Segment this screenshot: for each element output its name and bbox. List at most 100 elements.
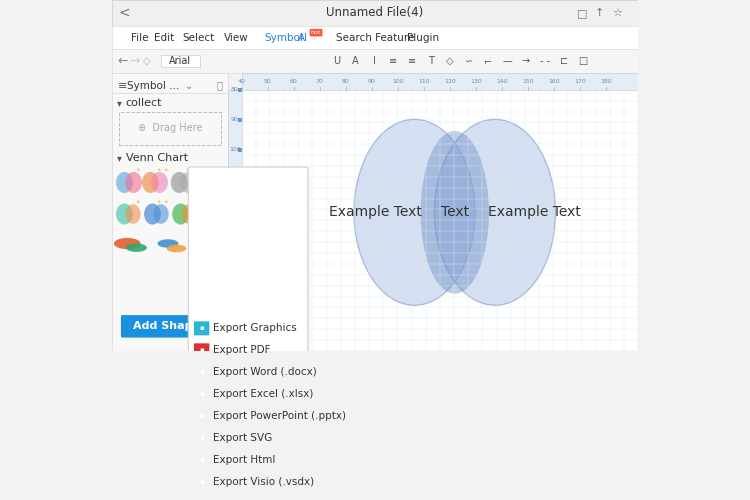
- FancyBboxPatch shape: [238, 118, 242, 122]
- Text: 120: 120: [229, 208, 241, 212]
- FancyBboxPatch shape: [228, 90, 242, 351]
- FancyBboxPatch shape: [194, 322, 209, 336]
- Text: 130: 130: [470, 79, 482, 84]
- Text: Edit: Edit: [154, 32, 174, 42]
- Ellipse shape: [180, 172, 196, 193]
- FancyBboxPatch shape: [238, 208, 242, 212]
- FancyBboxPatch shape: [112, 26, 638, 49]
- Ellipse shape: [114, 238, 140, 249]
- Ellipse shape: [171, 172, 188, 193]
- Ellipse shape: [421, 131, 489, 294]
- Ellipse shape: [116, 172, 133, 193]
- Text: Search Feature: Search Feature: [337, 32, 415, 42]
- Text: 150: 150: [523, 79, 534, 84]
- Ellipse shape: [142, 172, 159, 193]
- Ellipse shape: [125, 172, 142, 193]
- Text: 40: 40: [238, 79, 245, 84]
- Text: 80: 80: [231, 88, 238, 92]
- Text: Export Html: Export Html: [213, 456, 275, 466]
- Text: Add Shapes: Add Shapes: [134, 322, 207, 332]
- FancyBboxPatch shape: [194, 432, 209, 446]
- FancyBboxPatch shape: [238, 268, 242, 272]
- Text: 110: 110: [419, 79, 430, 84]
- Ellipse shape: [125, 204, 140, 224]
- Ellipse shape: [116, 204, 133, 225]
- FancyBboxPatch shape: [242, 73, 638, 90]
- Text: 130: 130: [229, 238, 241, 242]
- Text: I: I: [373, 56, 376, 66]
- Text: AI: AI: [298, 32, 308, 42]
- FancyBboxPatch shape: [118, 112, 221, 146]
- FancyBboxPatch shape: [194, 475, 209, 490]
- Ellipse shape: [207, 204, 223, 224]
- Text: ▪: ▪: [200, 326, 204, 332]
- Ellipse shape: [151, 172, 168, 193]
- Text: Export Excel (.xlsx): Export Excel (.xlsx): [213, 390, 314, 400]
- Text: ☆: ☆: [612, 8, 622, 18]
- FancyBboxPatch shape: [194, 453, 209, 468]
- Text: ▪: ▪: [200, 392, 204, 398]
- FancyBboxPatch shape: [194, 410, 209, 424]
- Text: ⌄: ⌄: [185, 80, 193, 90]
- FancyBboxPatch shape: [112, 0, 638, 26]
- FancyBboxPatch shape: [238, 178, 242, 182]
- Text: ▪: ▪: [200, 370, 204, 376]
- Text: ∽: ∽: [465, 56, 473, 66]
- Text: ✦: ✦: [185, 168, 190, 173]
- Text: ✦: ✦: [158, 200, 162, 204]
- Ellipse shape: [434, 120, 556, 306]
- Text: ▪: ▪: [200, 436, 204, 442]
- Text: Example Text: Example Text: [488, 206, 580, 220]
- Text: 70: 70: [316, 79, 324, 84]
- Text: 160: 160: [230, 328, 241, 332]
- Text: 140: 140: [496, 79, 508, 84]
- FancyBboxPatch shape: [238, 298, 242, 302]
- Ellipse shape: [153, 204, 169, 224]
- Text: A: A: [352, 56, 358, 66]
- Text: Export PowerPoint (.pptx): Export PowerPoint (.pptx): [213, 412, 346, 422]
- FancyBboxPatch shape: [242, 90, 638, 351]
- Text: Symbol ...: Symbol ...: [128, 80, 179, 90]
- Ellipse shape: [166, 244, 186, 252]
- Text: ⊕  Drag Here: ⊕ Drag Here: [138, 124, 202, 134]
- Text: ≡: ≡: [389, 56, 398, 66]
- Text: Plugin: Plugin: [406, 32, 439, 42]
- Ellipse shape: [196, 172, 214, 193]
- Text: Unnamed File(4): Unnamed File(4): [326, 6, 424, 20]
- FancyBboxPatch shape: [188, 167, 308, 352]
- Text: Export Visio (.vsdx): Export Visio (.vsdx): [213, 477, 314, 487]
- Text: 160: 160: [548, 79, 560, 84]
- FancyBboxPatch shape: [195, 236, 216, 250]
- Text: 120: 120: [444, 79, 456, 84]
- Text: ▪: ▪: [200, 414, 204, 420]
- Text: Text: Text: [441, 206, 469, 220]
- Ellipse shape: [158, 240, 178, 248]
- Text: hot: hot: [310, 30, 321, 35]
- Text: →: →: [522, 56, 530, 66]
- Text: 🔍: 🔍: [216, 80, 222, 90]
- Text: Venn Chart: Venn Chart: [126, 153, 188, 163]
- Text: □: □: [577, 8, 587, 18]
- FancyBboxPatch shape: [194, 366, 209, 380]
- Text: 60: 60: [290, 79, 298, 84]
- Text: ≡: ≡: [408, 56, 416, 66]
- Ellipse shape: [126, 244, 147, 252]
- Ellipse shape: [144, 204, 161, 225]
- Text: ⌐: ⌐: [484, 56, 492, 66]
- Text: 150: 150: [230, 298, 241, 302]
- Text: Export SVG: Export SVG: [213, 434, 272, 444]
- Text: ▪: ▪: [200, 348, 204, 354]
- Ellipse shape: [182, 204, 196, 224]
- FancyBboxPatch shape: [194, 344, 209, 357]
- Text: <: <: [118, 6, 130, 20]
- Text: T: T: [428, 56, 434, 66]
- Text: 50: 50: [264, 79, 272, 84]
- Text: U: U: [333, 56, 340, 66]
- FancyBboxPatch shape: [238, 88, 242, 92]
- Text: Select: Select: [182, 32, 214, 42]
- Text: 90: 90: [368, 79, 376, 84]
- Text: - -: - -: [540, 56, 550, 66]
- Text: Example Text: Example Text: [328, 206, 422, 220]
- Text: ◇: ◇: [143, 56, 151, 66]
- FancyBboxPatch shape: [112, 49, 638, 73]
